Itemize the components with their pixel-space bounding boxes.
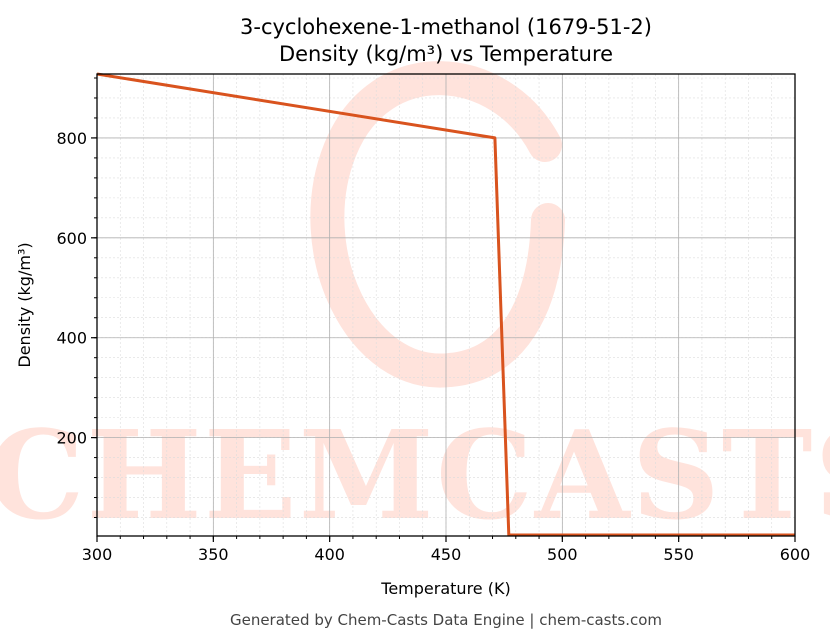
series-layer (96, 72, 795, 537)
x-tick-label: 450 (431, 545, 462, 564)
x-tick-label: 300 (82, 545, 113, 564)
axis-ticks (91, 77, 796, 542)
y-tick-labels: 200 400 600 800 (56, 129, 87, 448)
chemcasts-watermark: CHEMCASTS (0, 61, 830, 547)
y-tick-label: 600 (56, 229, 87, 248)
x-axis-label: Temperature (K) (380, 579, 510, 598)
x-tick-label: 600 (780, 545, 811, 564)
y-axis-label: Density (kg/m³) (15, 242, 34, 367)
x-tick-labels: 300 350 400 450 500 550 600 (82, 545, 811, 564)
chart-title-line-2: Density (kg/m³) vs Temperature (279, 42, 613, 66)
y-tick-label: 400 (56, 329, 87, 348)
x-tick-label: 400 (314, 545, 345, 564)
density-series-line (96, 72, 795, 537)
y-tick-label: 200 (56, 429, 87, 448)
x-tick-label: 550 (663, 545, 694, 564)
x-tick-label: 350 (198, 545, 229, 564)
y-tick-label: 800 (56, 129, 87, 148)
x-tick-label: 500 (547, 545, 578, 564)
watermark-logo-arc (310, 61, 565, 388)
watermark-text: CHEMCASTS (0, 403, 830, 547)
chart-title-line-1: 3-cyclohexene-1-methanol (1679-51-2) (240, 15, 652, 39)
footer-credit: Generated by Chem-Casts Data Engine | ch… (230, 611, 662, 629)
